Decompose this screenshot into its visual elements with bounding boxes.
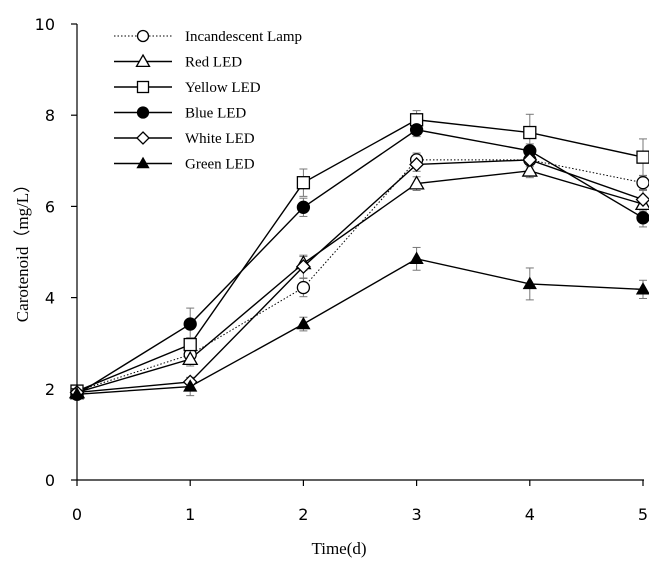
x-tick-label: 5	[638, 505, 648, 524]
error-bars-layer	[73, 110, 647, 400]
data-point-incandescent-lamp	[636, 176, 649, 190]
legend-label-yellow-led: Yellow LED	[185, 80, 261, 96]
y-axis-ticks: 0 2 4 6 8 10	[35, 15, 77, 490]
legend-marker-incandescent-lamp	[136, 29, 150, 43]
data-point-green-led	[183, 379, 198, 392]
x-axis-title: Time(d)	[311, 539, 366, 558]
data-point-red-led	[521, 162, 538, 177]
series-line-yellow-led	[76, 119, 644, 392]
y-axis-title: Carotenoid（mg/L）	[13, 176, 32, 322]
data-point-green-led	[635, 282, 649, 295]
data-point-red-led	[408, 175, 425, 190]
legend-marker-red-led	[135, 53, 151, 68]
series-line-blue-led	[76, 129, 644, 395]
data-point-yellow-led	[523, 125, 537, 140]
series-line-white-led	[76, 159, 644, 394]
data-point-incandescent-lamp	[296, 280, 311, 295]
data-point-yellow-led	[636, 150, 649, 164]
series-lines-layer	[76, 119, 644, 395]
series-line-red-led	[76, 170, 644, 394]
series-markers-layer	[68, 113, 649, 401]
y-tick-label: 8	[45, 106, 55, 125]
legend-marker-green-led	[136, 156, 150, 169]
legend-label-red-led: Red LED	[185, 55, 242, 71]
data-point-green-led	[296, 316, 311, 330]
legend-marker-white-led	[136, 131, 150, 145]
data-point-blue-led	[296, 200, 311, 214]
data-point-white-led	[295, 259, 311, 275]
data-point-green-led	[522, 276, 537, 290]
y-tick-label: 4	[45, 289, 55, 308]
legend: Incandescent Lamp Red LED Yellow LED Blue L…	[114, 29, 302, 173]
data-point-green-led	[409, 251, 424, 264]
legend-label-white-led: White LED	[185, 131, 255, 147]
legend-marker-blue-led	[136, 106, 150, 119]
data-point-white-led	[635, 192, 649, 207]
x-tick-label: 3	[412, 505, 422, 524]
legend-label-green-led: Green LED	[185, 157, 255, 173]
data-point-white-led	[409, 157, 425, 172]
series-line-green-led	[76, 258, 644, 395]
y-tick-label: 10	[35, 15, 55, 34]
series-line-incandescent-lamp	[76, 159, 644, 392]
y-tick-label: 0	[45, 471, 55, 490]
data-point-red-led	[182, 350, 199, 366]
x-tick-label: 1	[185, 505, 195, 524]
data-point-blue-led	[636, 211, 649, 225]
legend-marker-yellow-led	[136, 80, 150, 94]
y-tick-label: 2	[45, 380, 55, 399]
data-point-blue-led	[183, 317, 197, 331]
data-point-yellow-led	[296, 176, 311, 190]
x-axis-ticks: 0 1 2 3 4 5	[72, 480, 648, 524]
data-point-yellow-led	[183, 337, 197, 352]
x-tick-label: 4	[525, 505, 535, 524]
legend-label-incandescent-lamp: Incandescent Lamp	[185, 29, 302, 45]
x-tick-label: 2	[298, 505, 308, 524]
x-tick-label: 0	[72, 505, 82, 524]
data-point-blue-led	[409, 123, 424, 137]
y-tick-label: 6	[45, 197, 55, 216]
data-point-white-led	[522, 152, 538, 168]
legend-label-blue-led: Blue LED	[185, 106, 246, 122]
